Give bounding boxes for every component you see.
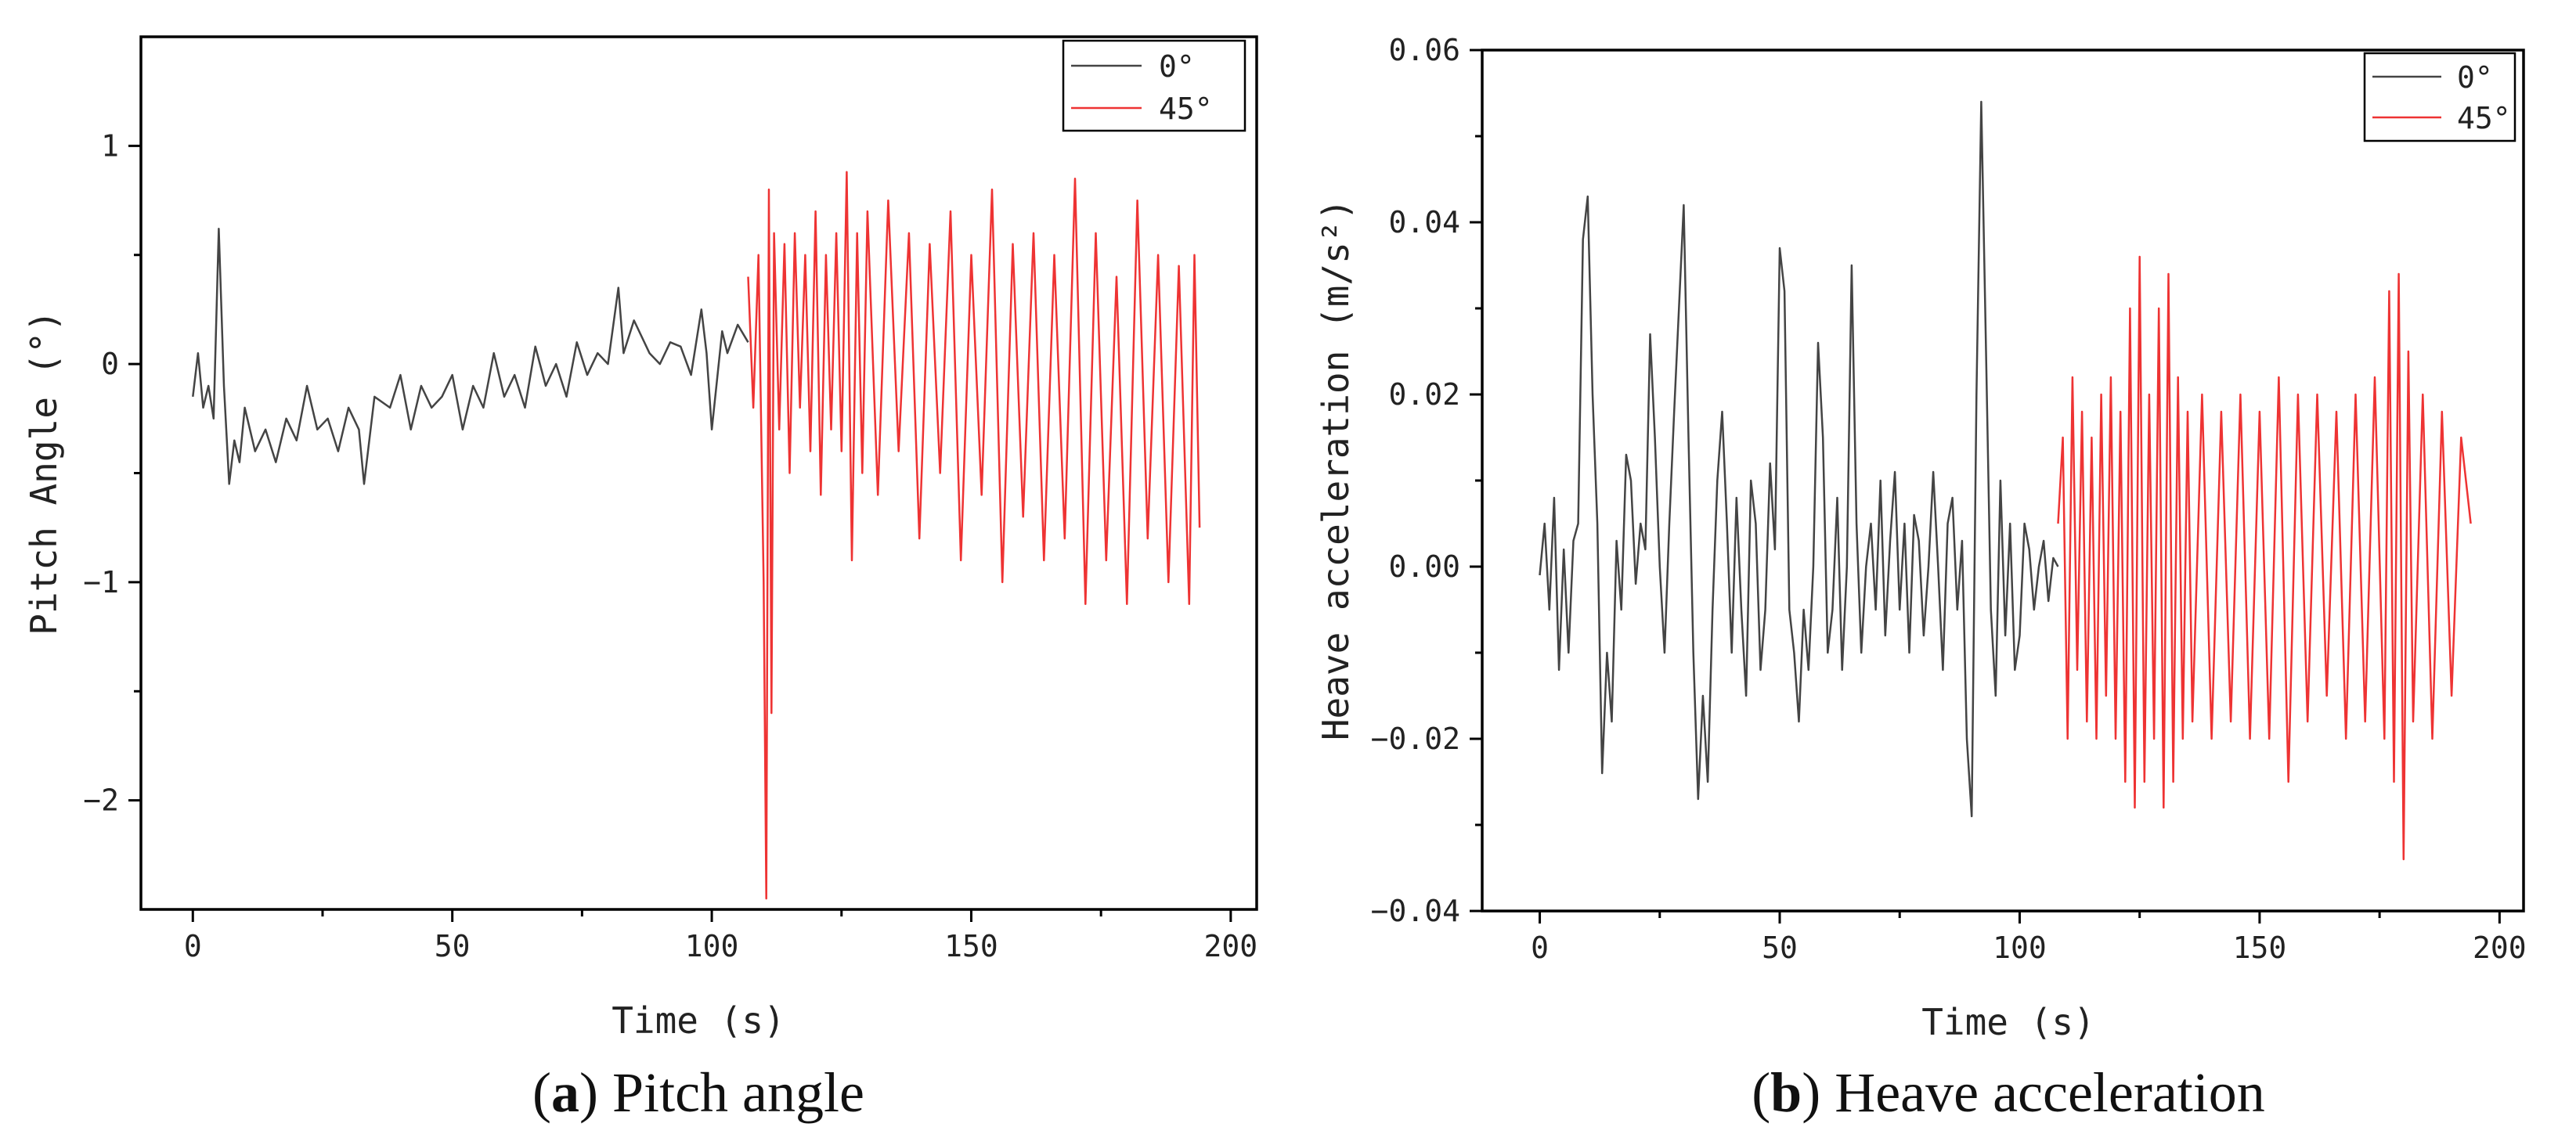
caption-a-letter: a (551, 1061, 579, 1124)
caption-b: (b) Heave acceleration (1752, 1061, 2265, 1124)
series-line-45deg (747, 171, 1201, 900)
x-tick-label: 50 (435, 929, 471, 963)
x-tick-label: 200 (1204, 929, 1258, 963)
series-line-0deg (1539, 100, 2059, 818)
caption-a-open-paren: ( (532, 1061, 551, 1124)
legend: 0° 45° (2363, 52, 2516, 142)
x-tick-label: 150 (2233, 931, 2287, 965)
y-axis-title: Heave acceleration (m/s²) (1315, 199, 1357, 740)
x-tick-label: 0 (1531, 931, 1549, 965)
caption-a-close-paren: ) (579, 1061, 612, 1124)
series-line-0deg (192, 228, 749, 485)
x-tick-label: 50 (1762, 931, 1798, 965)
caption-b-open-paren: ( (1752, 1061, 1770, 1124)
y-tick-label: 0.02 (1388, 377, 1460, 412)
legend-box (1062, 39, 1247, 132)
panel-b-heave-acceleration-chart: 0 50 100 150 200 −0.04−0.020.000.020.040.06 … (1315, 33, 2527, 1124)
y-tick-label: 1 (101, 128, 119, 163)
x-axis-title: Time (s) (612, 999, 785, 1042)
y-tick-label: 0.04 (1388, 205, 1460, 239)
panel-a-pitch-angle-chart: 0 50 100 150 200 −2 −1 0 1 Time (s) Pitch Angle… (23, 35, 1258, 1124)
legend-label-45deg: 45° (1159, 92, 1213, 126)
y-tick-label: 0.00 (1388, 549, 1460, 584)
y-tick-label: −0.02 (1371, 722, 1460, 756)
caption-b-close-paren: ) (1802, 1061, 1835, 1124)
x-ticks: 0 50 100 150 200 (1531, 911, 2527, 965)
series-lines (192, 171, 1201, 900)
y-tick-label: 0 (101, 347, 119, 381)
series-line-45deg (2057, 255, 2472, 861)
x-tick-label: 100 (1993, 931, 2047, 965)
x-ticks: 0 50 100 150 200 (184, 909, 1257, 963)
x-tick-label: 100 (685, 929, 739, 963)
plot-area-frame (1481, 49, 2525, 913)
caption-a-text: Pitch angle (612, 1061, 864, 1124)
x-tick-label: 200 (2473, 931, 2527, 965)
y-ticks: −2 −1 0 1 (83, 128, 141, 818)
caption-b-letter: b (1770, 1061, 1802, 1124)
y-axis-title: Pitch Angle (°) (23, 310, 65, 635)
y-tick-label: 0.06 (1388, 33, 1460, 67)
series-lines (1539, 100, 2472, 861)
x-axis-title: Time (s) (1921, 1001, 2095, 1043)
y-tick-label: −0.04 (1371, 894, 1460, 928)
caption-b-text: Heave acceleration (1835, 1061, 2265, 1124)
y-tick-label: −1 (83, 565, 119, 600)
legend-label-45deg: 45° (2457, 101, 2511, 135)
caption-a: (a) Pitch angle (532, 1061, 864, 1124)
legend-box (2363, 52, 2516, 142)
legend-label-0deg: 0° (2457, 60, 2493, 95)
y-tick-label: −2 (83, 783, 119, 818)
legend-label-0deg: 0° (1159, 49, 1195, 84)
x-tick-label: 150 (944, 929, 998, 963)
x-tick-label: 0 (184, 929, 202, 963)
y-ticks: −0.04 −0.02 0.00 0.02 0.04 0.06 (1371, 33, 1482, 928)
legend: 0° 45° (1062, 39, 1247, 132)
